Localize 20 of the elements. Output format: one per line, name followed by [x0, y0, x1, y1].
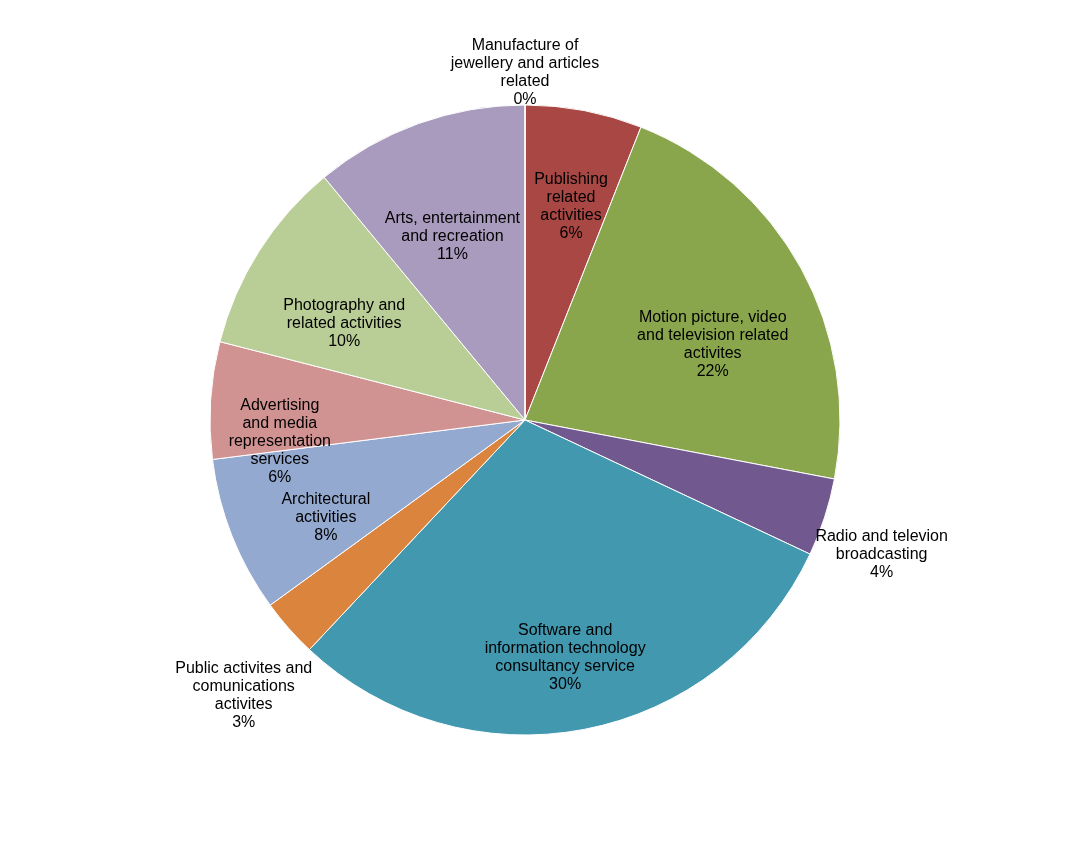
data-label: 8% — [314, 525, 338, 543]
slice-label: Software and information technology consultancy service — [484, 621, 646, 675]
slice-label: Advertising and media representation services — [228, 395, 331, 467]
slice-label: Public activites and comunications activites — [175, 658, 313, 712]
slice-label: Arts, entertainment and recreation — [384, 209, 521, 245]
text: 0% — [513, 90, 537, 107]
data-label: 6% — [268, 467, 292, 485]
data-label: 6% — [559, 223, 583, 241]
slice-label: Radio and televion broadcasting — [815, 526, 948, 562]
slice-label: Photography and related activities — [283, 296, 406, 332]
data-label: 10% — [328, 332, 361, 350]
category-label: Manufacture of jewellery and articles related — [450, 36, 600, 89]
slice-label: Architectural activities — [281, 489, 371, 525]
data-label: 4% — [870, 562, 894, 580]
data-label: 22% — [696, 361, 729, 379]
data-label: 3% — [232, 712, 256, 730]
slice-label: Motion picture, video and television related activites — [637, 307, 789, 361]
data-label: 30% — [549, 675, 582, 693]
slice-label: Publishing related activities — [534, 169, 608, 223]
data-label: 11% — [437, 245, 468, 263]
